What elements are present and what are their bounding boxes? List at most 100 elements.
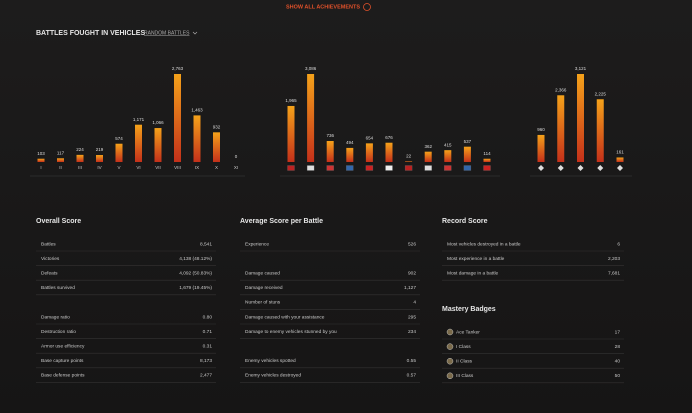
value-label: 1,965: [285, 98, 297, 103]
bar: [483, 158, 491, 162]
category-label: XI: [234, 165, 238, 170]
tables: Overall Score Battles 8,541 Victories 4,138 …: [36, 218, 624, 384]
row-value: 8,173: [200, 358, 212, 364]
row-value: 295: [408, 314, 416, 320]
row-label: Number of stuns: [245, 300, 281, 306]
bar: [326, 141, 334, 162]
category-label: VII: [155, 165, 161, 170]
bar: [287, 105, 295, 162]
row-label: Defeats: [41, 270, 58, 276]
bar: [577, 74, 584, 162]
nation-flag: [483, 165, 491, 171]
bar: [537, 134, 545, 162]
value-label: 1,066: [152, 120, 164, 125]
vehicle-type-icon: [577, 165, 584, 171]
row-label: Most experience in a battle: [447, 256, 505, 262]
value-label: 103: [37, 151, 45, 156]
nation-flag: [306, 165, 315, 171]
bar: [557, 95, 565, 162]
row-value: 526: [408, 241, 416, 247]
bar: [213, 132, 220, 162]
row-label: Base capture points: [41, 358, 84, 364]
nation-flag: [404, 165, 413, 171]
table-title: Mastery Badges: [442, 306, 496, 313]
row-value: 40: [615, 358, 621, 364]
value-label: 161: [616, 150, 624, 155]
battle-filter[interactable]: RANDOM BATTLES: [144, 30, 190, 36]
row-label: I Class: [456, 344, 471, 350]
bar: [307, 74, 315, 162]
bar: [37, 158, 45, 162]
row-label: Base defense points: [41, 373, 85, 379]
value-label: 219: [96, 147, 104, 152]
row-label: Most vehicles destroyed in a battle: [447, 241, 521, 247]
value-label: 362: [424, 144, 432, 149]
dropdown-arrow[interactable]: [192, 31, 198, 35]
section-title: BATTLES FOUGHT IN VEHICLES: [36, 30, 145, 37]
value-label: 224: [76, 147, 84, 152]
row-value: 17: [615, 329, 621, 335]
nation-flag: [365, 165, 374, 171]
value-label: 2,225: [595, 91, 607, 96]
category-label: VI: [136, 165, 140, 170]
row-label: Ace Tanker: [456, 329, 480, 335]
table-title: Overall Score: [36, 218, 81, 225]
bar: [444, 150, 452, 162]
bar: [174, 74, 181, 162]
row-label: Damage caused with your assistance: [245, 314, 325, 320]
row-value: 0.57: [407, 373, 417, 379]
value-label: 736: [326, 133, 334, 138]
bar: [76, 154, 84, 162]
value-label: 114: [483, 151, 491, 156]
row-label: II Class: [456, 358, 473, 364]
row-label: Battles survived: [41, 285, 75, 291]
badge-icon: [446, 328, 454, 336]
bar: [346, 147, 354, 162]
bar: [57, 158, 64, 162]
value-label: 415: [444, 142, 452, 147]
row-value: 7,681: [608, 270, 620, 276]
row-value: 0.55: [407, 358, 417, 364]
value-label: 2,763: [172, 66, 184, 71]
row-value: 4,092 (50.83%): [179, 270, 212, 276]
bar: [135, 124, 142, 162]
row-value: 234: [408, 329, 416, 335]
nation-flag: [424, 165, 432, 171]
value-label: 3,086: [305, 66, 317, 71]
row-label: Damage ratio: [41, 314, 70, 320]
row-value: 2,477: [200, 373, 212, 379]
category-label: X: [215, 165, 218, 170]
nation-flag: [326, 165, 334, 171]
vehicle-type-icon: [557, 165, 564, 171]
value-label: 494: [346, 140, 354, 145]
table-title: Average Score per Battle: [240, 218, 323, 225]
value-label: 22: [406, 154, 412, 159]
category-label: VIII: [174, 165, 181, 170]
nation-flag: [385, 165, 393, 171]
category-label: III: [78, 165, 82, 170]
value-label: 654: [366, 136, 374, 141]
bar: [616, 157, 624, 162]
row-value: 0.80: [203, 314, 213, 320]
bar: [596, 99, 604, 162]
nation-flag: [346, 165, 354, 171]
value-label: 960: [537, 127, 545, 132]
badge-icon: [446, 372, 454, 380]
value-label: 3,121: [575, 66, 587, 71]
value-label: 2,366: [555, 87, 567, 92]
expand-icon[interactable]: [363, 3, 371, 11]
show-achievements-link[interactable]: SHOW ALL ACHIEVEMENTS: [286, 4, 360, 10]
row-value: 902: [408, 270, 416, 276]
charts: 103 I 117 II 224 III 219 IV 574 V 1,171 VI 1,066 VII 2…: [37, 66, 624, 171]
row-value: 0.31: [203, 343, 213, 349]
value-label: 0: [235, 154, 238, 159]
category-label: V: [117, 165, 120, 170]
value-label: 932: [213, 125, 221, 130]
row-value: 6: [617, 241, 620, 247]
row-label: Damage to enemy vehicles stunned by you: [245, 329, 337, 335]
row-value: 1,679 (19.45%): [179, 285, 212, 291]
row-label: Destruction ratio: [41, 329, 76, 335]
nation-flag: [444, 165, 452, 171]
